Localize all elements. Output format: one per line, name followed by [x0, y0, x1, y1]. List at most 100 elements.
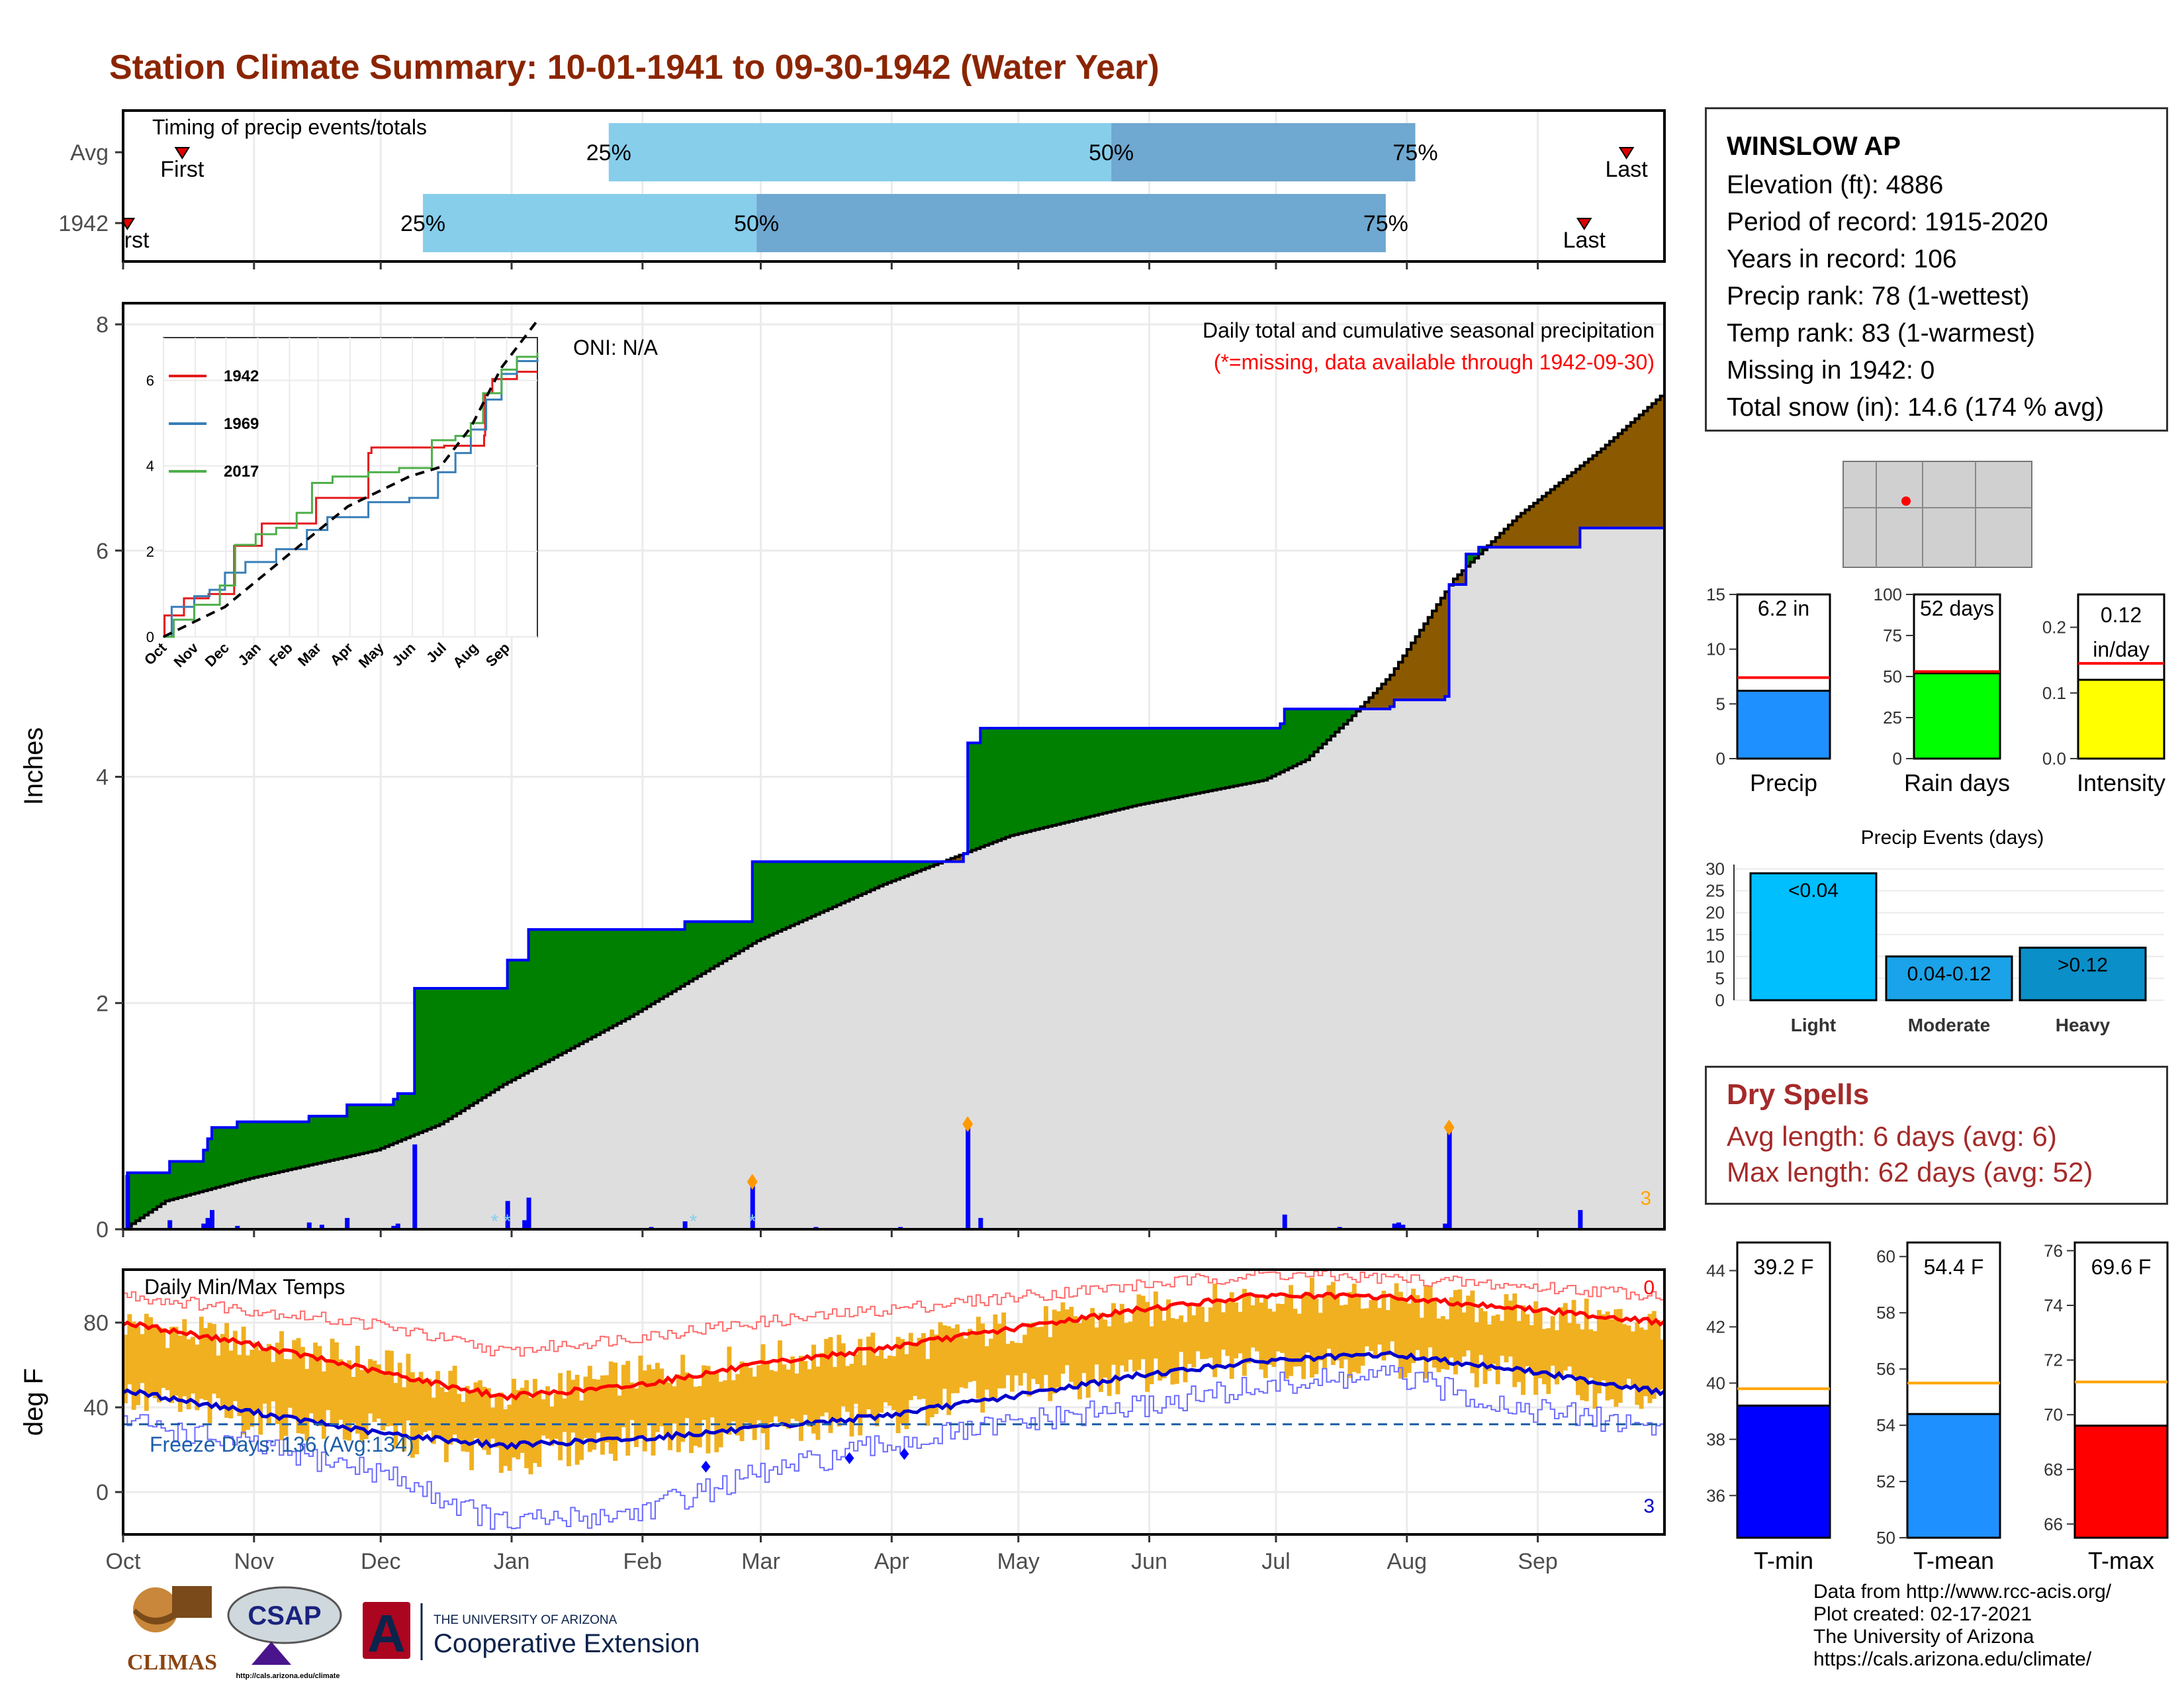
above-avg-area [709, 921, 715, 969]
timing-label-25: 25% [586, 140, 631, 165]
above-avg-area [925, 861, 931, 868]
above-avg-area [782, 861, 787, 930]
above-avg-area [486, 988, 491, 1096]
temp-min-y-tick-label: 40 [1706, 1373, 1725, 1393]
temp-y-axis-label: deg F [19, 1368, 48, 1436]
above-avg-area [385, 1105, 390, 1147]
above-avg-area [258, 1121, 263, 1177]
above-avg-area [574, 929, 580, 1047]
daily-temp-bar [177, 1335, 183, 1412]
above-avg-area [608, 929, 614, 1028]
above-avg-area [266, 1121, 271, 1175]
precip-events-y-tick-label: 20 [1706, 903, 1725, 923]
daily-temp-bar [241, 1327, 246, 1434]
credit-plot-created: Plot created: 02-17-2021 [1813, 1603, 2032, 1625]
snow-marker: * [504, 1211, 512, 1233]
above-avg-area [140, 1172, 145, 1218]
daily-temp-bar [1500, 1321, 1505, 1356]
temp-month-label: Mar [741, 1549, 780, 1574]
above-avg-area [921, 861, 926, 870]
daily-temp-bar [739, 1361, 745, 1441]
above-avg-area [355, 1105, 360, 1155]
above-avg-area [503, 988, 508, 1085]
daily-temp-bar [895, 1336, 901, 1434]
daily-temp-bar [1052, 1309, 1057, 1394]
avg-max-line [122, 1291, 1666, 1401]
above-avg-area [1030, 728, 1036, 831]
daily-temp-bar [1588, 1329, 1594, 1378]
daily-precip-bar [205, 1217, 210, 1229]
above-avg-area [381, 1105, 386, 1149]
daily-temp-bar [232, 1331, 238, 1401]
above-avg-area [638, 929, 643, 1012]
record-low-marker [844, 1452, 854, 1464]
daily-temp-bar [1195, 1305, 1201, 1352]
above-avg-area [642, 929, 647, 1009]
daily-temp-bar [891, 1356, 897, 1411]
daily-temp-bar [296, 1338, 301, 1434]
above-avg-area [934, 861, 939, 865]
above-avg-area [313, 1116, 318, 1164]
above-avg-area [1064, 728, 1069, 823]
record-high-line [123, 1268, 1665, 1357]
below-avg-area [1406, 649, 1412, 700]
above-avg-area [152, 1172, 158, 1210]
daily-temp-bar [1200, 1307, 1205, 1360]
daily-temp-bar [984, 1346, 989, 1390]
below-avg-area [950, 858, 956, 862]
daily-temp-bar [900, 1338, 905, 1424]
daily-temp-bar [191, 1336, 195, 1394]
climas-logo[interactable]: CLIMAS [127, 1586, 217, 1675]
above-avg-area [1280, 724, 1285, 773]
daily-temp-bar [1267, 1309, 1273, 1365]
daily-temp-bar [1453, 1289, 1458, 1375]
daily-temp-bar [545, 1386, 550, 1439]
temp-mean-title: T-mean [1913, 1547, 1994, 1574]
daily-temp-bar [1225, 1302, 1230, 1356]
daily-temp-bar [1479, 1307, 1484, 1355]
daily-temp-bar [727, 1346, 732, 1435]
above-avg-area [929, 861, 934, 867]
above-avg-area [1234, 728, 1239, 786]
precip-events-bar-label: >0.12 [2058, 955, 2108, 976]
station-precip-rank: Precip rank: 78 (1-wettest) [1727, 282, 2030, 310]
above-avg-area [321, 1116, 326, 1162]
above-avg-area [1351, 708, 1357, 716]
above-avg-area [617, 929, 622, 1024]
daily-temp-bar [904, 1354, 909, 1429]
precip-total-y-tick-label: 0 [1716, 749, 1725, 769]
daily-temp-bar [845, 1366, 850, 1412]
above-avg-area [1094, 728, 1099, 816]
temp-month-label: Jan [494, 1549, 530, 1574]
ua-logo[interactable]: A THE UNIVERSITY OF ARIZONA Cooperative … [363, 1602, 700, 1663]
above-avg-area [359, 1105, 365, 1154]
above-avg-area [532, 929, 537, 1069]
daily-temp-bar [342, 1365, 347, 1440]
daily-temp-bar [841, 1343, 846, 1407]
above-avg-area [647, 929, 652, 1007]
above-avg-area [1343, 708, 1349, 725]
above-avg-area [452, 988, 457, 1117]
above-avg-area [1310, 708, 1314, 756]
above-avg-area [1326, 708, 1332, 740]
daily-temp-bar [1014, 1342, 1019, 1376]
above-avg-area [402, 1093, 407, 1140]
daily-temp-bar [287, 1359, 293, 1408]
above-avg-area [1305, 708, 1310, 760]
daily-temp-bar [494, 1396, 500, 1448]
above-avg-area [1018, 728, 1023, 834]
daily-temp-bar [1132, 1309, 1137, 1372]
above-avg-area [1149, 728, 1154, 803]
precip-y-axis-label: Inches [19, 727, 48, 806]
daily-temp-bar [414, 1378, 420, 1454]
above-avg-area [1161, 728, 1167, 800]
csap-logo[interactable]: CSAP http://cals.arizona.edu/climate [227, 1586, 342, 1680]
daily-temp-bar [457, 1393, 461, 1444]
daily-temp-bar [477, 1380, 482, 1446]
below-avg-area [1647, 407, 1653, 528]
daily-temp-bar [1250, 1305, 1255, 1348]
daily-temp-bar [642, 1370, 647, 1452]
daily-temp-bar [347, 1360, 352, 1441]
temp-corner-bottom: 3 [1643, 1495, 1655, 1517]
above-avg-area [1060, 728, 1066, 823]
